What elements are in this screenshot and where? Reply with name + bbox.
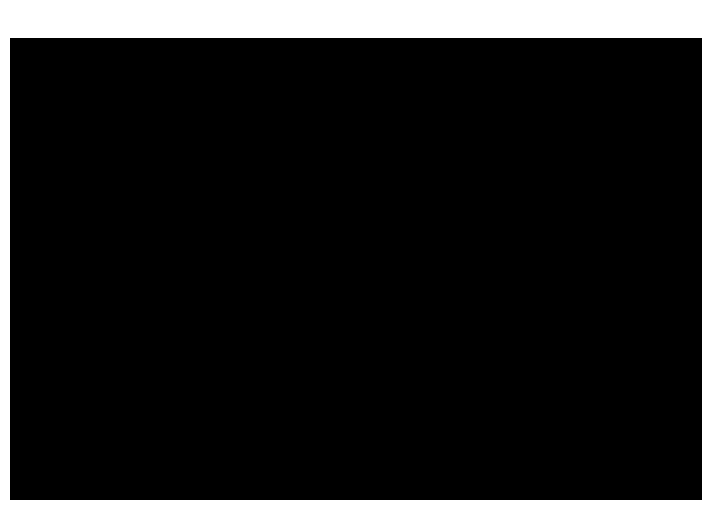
word-cloud-svg xyxy=(10,38,702,500)
word-cloud-canvas xyxy=(10,38,702,500)
